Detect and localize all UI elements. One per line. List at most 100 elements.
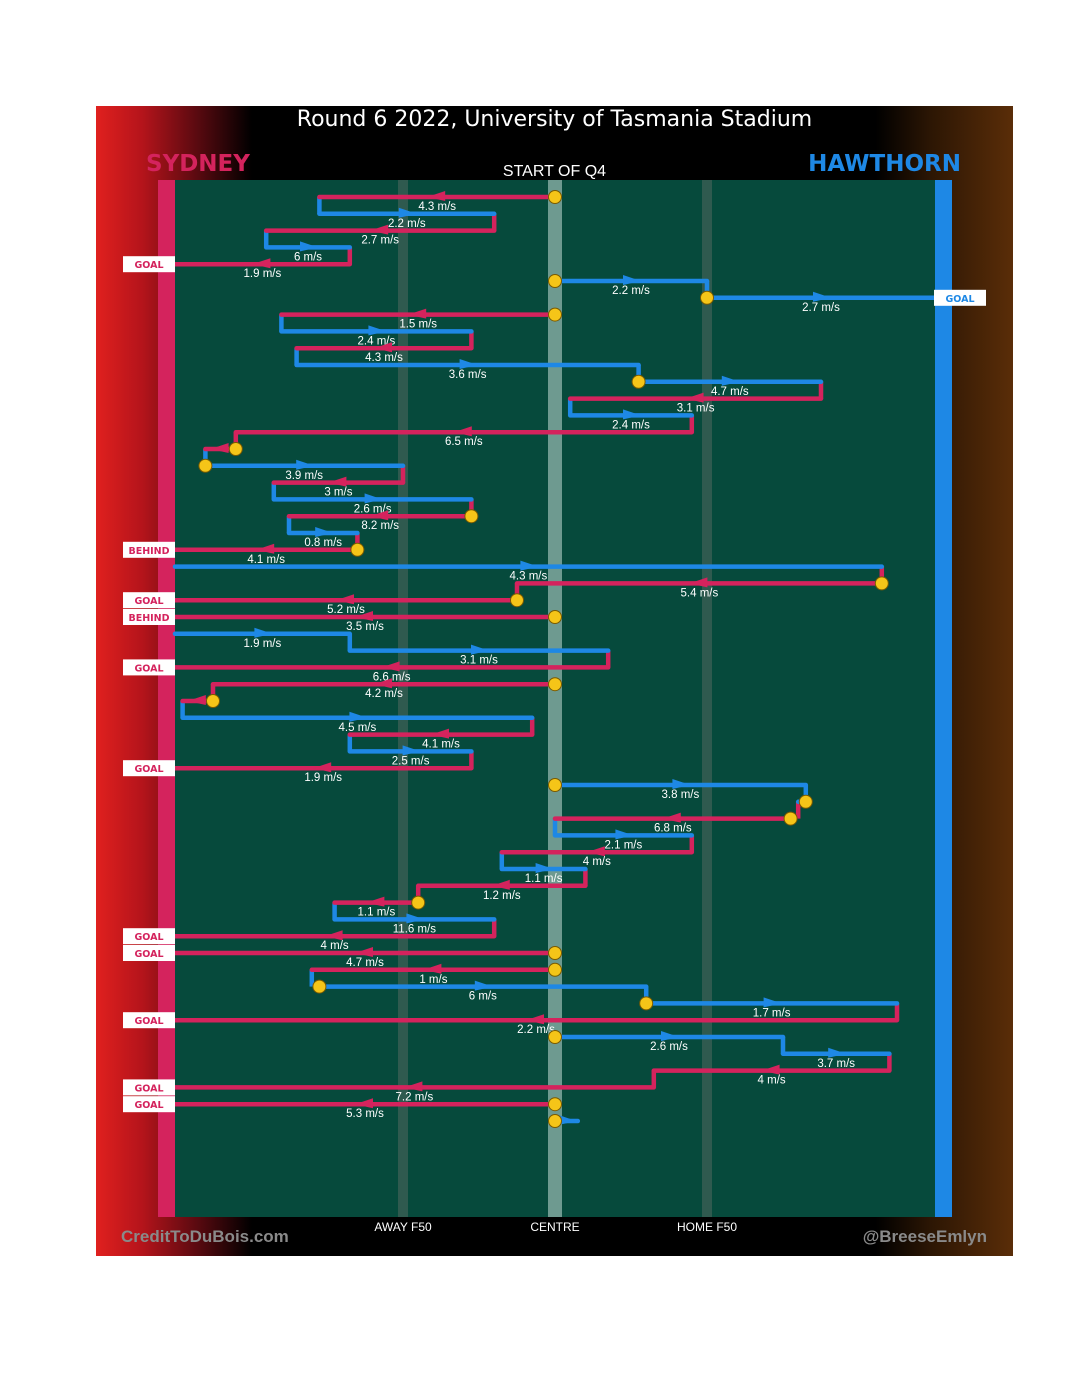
chain-arrow xyxy=(427,191,446,201)
stoppage-marker xyxy=(548,1114,562,1128)
result-badge xyxy=(123,928,175,945)
stoppage-marker xyxy=(783,811,798,826)
x-tick-label: HOME F50 xyxy=(676,1220,737,1234)
chain-arrow xyxy=(761,1064,780,1075)
chain-arrow xyxy=(364,493,383,504)
chart-poster: 4.3 m/s 2.2 m/s 2.7 m/s 6 m/s 1.9 m/s GOAL 2.2… xyxy=(96,106,1013,1256)
result-badge xyxy=(123,1079,175,1096)
result-label: GOAL xyxy=(134,764,163,775)
speed-label: 1.7 m/s xyxy=(753,1007,791,1019)
result-badge xyxy=(123,609,175,625)
chain-arrow xyxy=(721,375,740,386)
chain-arrow xyxy=(402,745,421,756)
speed-label: 1.9 m/s xyxy=(244,638,282,650)
chain-arrow xyxy=(398,207,417,218)
result-label: GOAL xyxy=(134,932,163,943)
hawthorn-goal-bar xyxy=(935,180,952,1217)
chain-arrow xyxy=(623,409,641,420)
speed-label: 6.8 m/s xyxy=(654,823,692,835)
speed-label: 3.7 m/s xyxy=(817,1058,855,1070)
chain-arrow xyxy=(763,997,782,1008)
speed-label: 2.5 m/s xyxy=(392,755,430,767)
chart-title: Round 6 2022, University of Tasmania Sta… xyxy=(296,107,813,132)
speed-label: 4.7 m/s xyxy=(711,386,749,398)
chain-arrow xyxy=(558,1115,577,1125)
chain-arrow xyxy=(336,594,354,605)
chain-arrow xyxy=(328,476,347,487)
chain-arrow xyxy=(368,325,387,336)
chain-arrow xyxy=(315,527,334,537)
speed-label: 3.1 m/s xyxy=(460,655,498,667)
stoppage-marker xyxy=(198,458,213,473)
stoppage-marker xyxy=(206,694,220,708)
stoppage-marker xyxy=(639,996,654,1011)
speed-label: 6 m/s xyxy=(469,991,497,1003)
team-label-hawthorn: HAWTHORN xyxy=(808,151,961,177)
stoppage-marker xyxy=(548,946,562,960)
away-f50-band xyxy=(398,180,408,1217)
chain-arrow xyxy=(615,829,634,840)
speed-label: 3.1 m/s xyxy=(677,403,715,415)
chain-arrow xyxy=(828,1047,847,1058)
speed-label: 0.8 m/s xyxy=(304,537,342,549)
result-label: GOAL xyxy=(134,663,163,674)
result-badge xyxy=(123,541,175,558)
speed-label: 4 m/s xyxy=(321,940,349,952)
speed-label: 3.8 m/s xyxy=(662,789,700,801)
chain-arrow xyxy=(689,577,708,588)
speed-label: 4.3 m/s xyxy=(365,352,403,364)
speed-label: 4.2 m/s xyxy=(365,688,403,700)
result-label: GOAL xyxy=(134,260,163,271)
chain-arrow xyxy=(355,947,373,957)
stoppage-marker xyxy=(548,307,562,322)
speed-label: 5.3 m/s xyxy=(346,1108,384,1120)
chain-arrow xyxy=(672,779,691,789)
stoppage-marker xyxy=(548,610,562,624)
speed-label: 2.2 m/s xyxy=(612,285,650,297)
result-badge xyxy=(123,1096,175,1113)
result-label: GOAL xyxy=(945,294,974,305)
speed-label: 6 m/s xyxy=(294,251,322,263)
x-tick-label: CENTRE xyxy=(530,1220,580,1234)
result-badge xyxy=(123,1012,175,1029)
centre-band xyxy=(548,180,562,1217)
chain-arrow xyxy=(623,275,641,285)
chain-arrow xyxy=(661,1031,679,1041)
home-f50-band xyxy=(702,180,712,1217)
chain-arrow xyxy=(300,241,318,252)
speed-label: 3.9 m/s xyxy=(285,470,323,482)
chain-arrow xyxy=(366,896,385,907)
result-label: GOAL xyxy=(134,1100,163,1111)
speed-label: 4.5 m/s xyxy=(339,722,377,734)
stoppage-marker xyxy=(312,979,327,994)
speed-label: 5.2 m/s xyxy=(327,604,365,616)
stoppage-marker xyxy=(548,190,562,204)
result-label: GOAL xyxy=(134,1083,163,1094)
speed-label: 1.1 m/s xyxy=(358,907,396,919)
speed-label: 6.5 m/s xyxy=(445,436,483,448)
chain-arrow xyxy=(520,560,539,571)
speed-label: 3.5 m/s xyxy=(346,621,384,633)
chain-arrow xyxy=(187,695,206,705)
chain-arrow xyxy=(370,224,389,235)
stoppage-marker xyxy=(548,1097,562,1112)
chain-arrow xyxy=(471,644,489,655)
chain-arrow xyxy=(474,980,493,991)
speed-label: 2.1 m/s xyxy=(605,839,643,851)
speed-label: 2.7 m/s xyxy=(802,302,840,314)
chain-arrow xyxy=(662,812,681,823)
footer-credit: CreditToDuBois.com xyxy=(121,1227,289,1246)
chain-arrow xyxy=(431,728,449,739)
result-badge xyxy=(934,289,986,306)
chain-arrow xyxy=(210,443,229,453)
chain-arrow xyxy=(526,1014,544,1025)
result-badge xyxy=(123,945,175,961)
sydney-goal-bar xyxy=(158,180,175,1217)
chain-arrow xyxy=(459,359,478,369)
speed-label: 4.1 m/s xyxy=(422,739,460,751)
chain-arrow xyxy=(453,426,472,437)
stoppage-marker xyxy=(350,542,365,557)
chain-arrow xyxy=(370,510,389,521)
speed-label: 4 m/s xyxy=(583,856,611,868)
stoppage-marker xyxy=(700,290,714,305)
